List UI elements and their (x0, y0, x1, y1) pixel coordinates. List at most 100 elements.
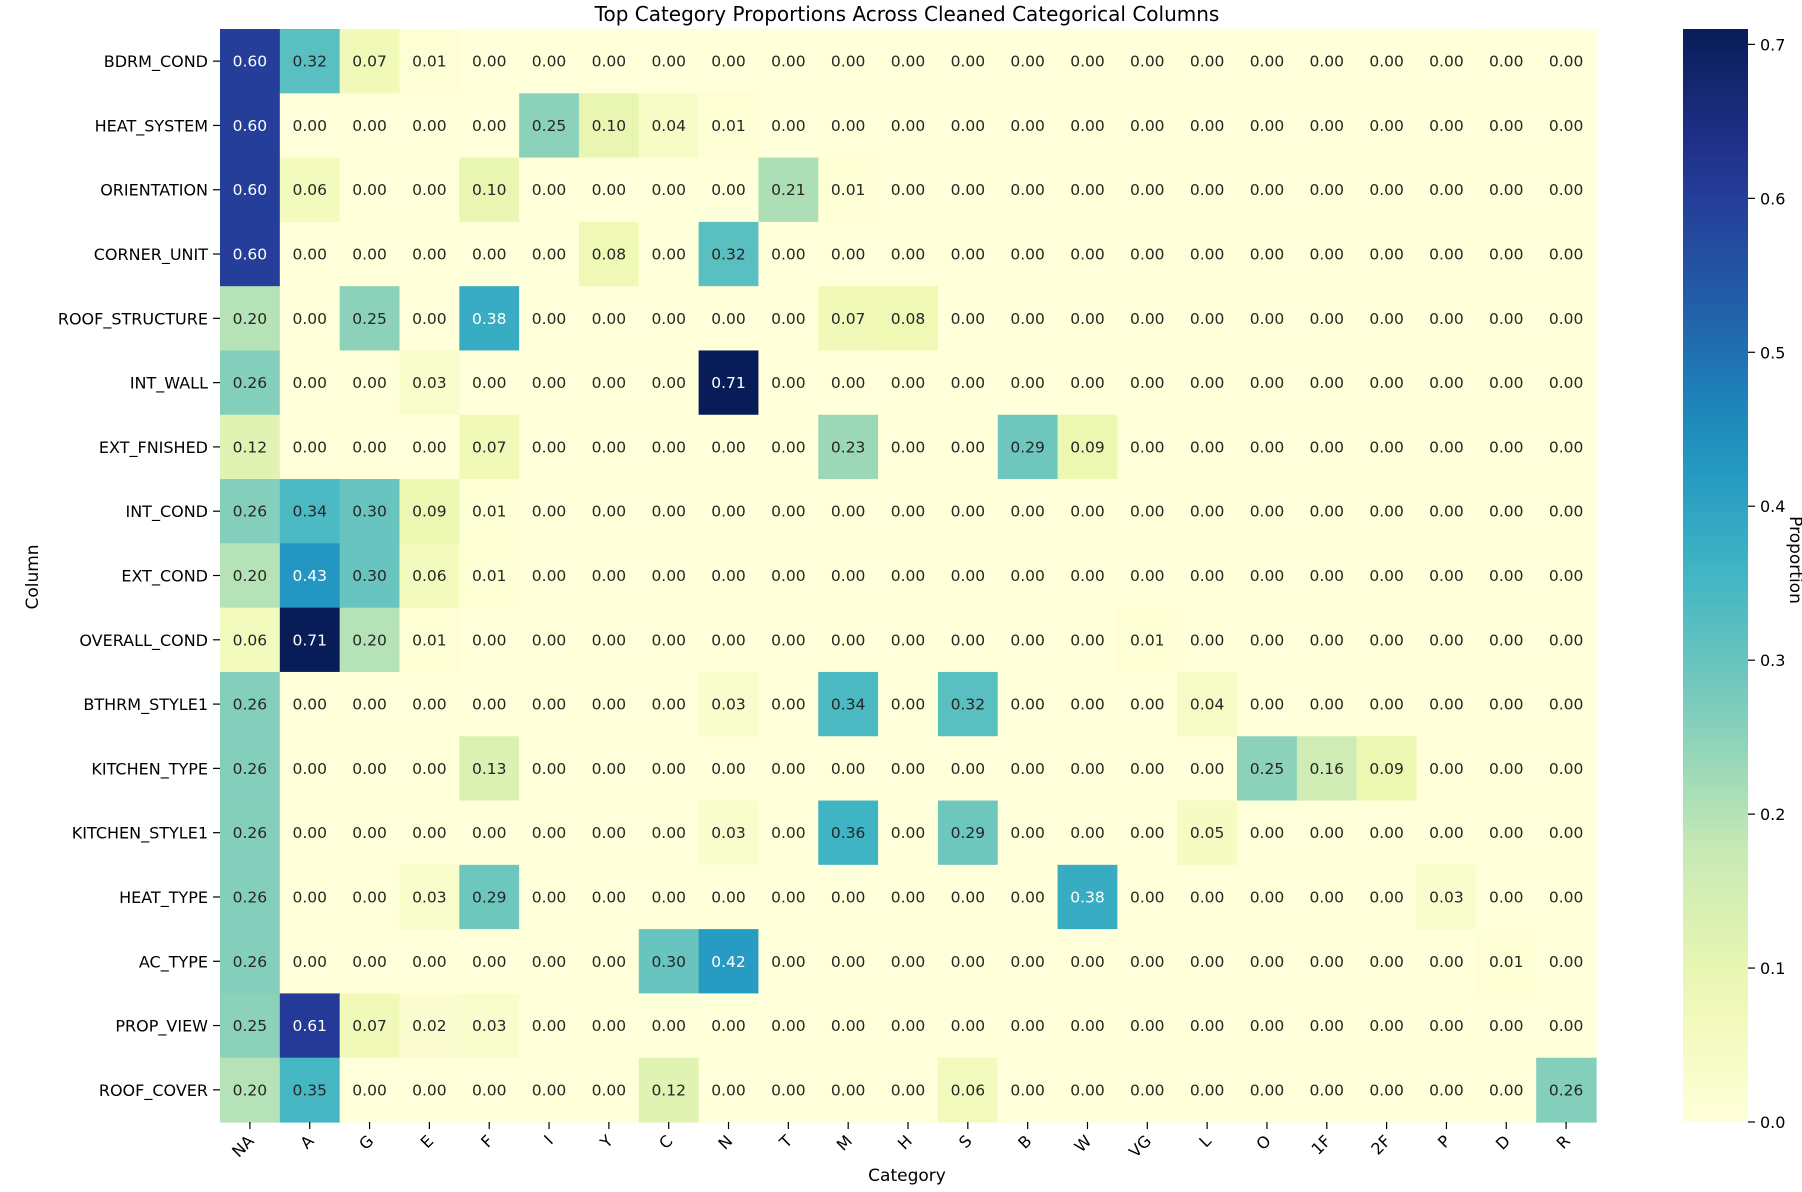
heatmap-cell (937, 929, 999, 995)
heatmap-cell (1416, 607, 1477, 673)
heatmap-cell (818, 671, 879, 737)
heatmap-cell (220, 479, 281, 544)
heatmap-cell (1117, 800, 1178, 866)
row-label: PROP_VIEW (115, 1017, 208, 1037)
heatmap-cell (1356, 993, 1418, 1059)
cell-value-label: 0.00 (1369, 888, 1404, 906)
heatmap-cell (279, 864, 341, 930)
heatmap-cell (758, 864, 819, 930)
heatmap-cell (1416, 29, 1477, 94)
cell-value-label: 0.00 (891, 760, 926, 778)
heatmap-cell (937, 607, 999, 673)
heatmap-cell (878, 414, 939, 480)
cell-value-label: 0.00 (1549, 824, 1584, 842)
cell-value-label: 0.03 (711, 824, 746, 842)
cell-value-label: 0.00 (951, 567, 986, 585)
heatmap-cell (1237, 671, 1298, 737)
cell-value-label: 0.00 (831, 1081, 866, 1099)
heatmap-cell (638, 864, 700, 930)
heatmap-cell (1237, 479, 1298, 544)
cell-value-label: 0.38 (472, 310, 507, 328)
heatmap-cell (1296, 800, 1358, 866)
cell-value-label: 0.71 (292, 631, 327, 649)
cell-value-label: 0.00 (1250, 824, 1285, 842)
heatmap-cell (1177, 800, 1238, 866)
cell-value-label: 0.00 (1549, 760, 1584, 778)
heatmap-cell (1057, 479, 1118, 544)
heatmap-cell (937, 864, 999, 930)
cell-value-label: 0.00 (592, 567, 627, 585)
cell-value-label: 0.60 (233, 246, 268, 264)
heatmap-cell (1416, 929, 1477, 995)
heatmap-cell (1057, 543, 1118, 609)
heatmap-cell (937, 221, 999, 287)
cell-value-label: 0.00 (651, 181, 686, 199)
cell-value-label: 0.00 (1070, 503, 1105, 521)
heatmap-cell (878, 29, 939, 94)
heatmap-cell (758, 286, 819, 352)
cell-value-label: 0.00 (1369, 631, 1404, 649)
heatmap-cell (997, 93, 1059, 159)
cell-value-label: 0.00 (711, 438, 746, 456)
cell-value-label: 0.00 (891, 888, 926, 906)
heatmap-cell (1476, 543, 1537, 609)
cell-value-label: 0.00 (711, 181, 746, 199)
cell-value-label: 0.00 (1489, 246, 1524, 264)
cell-value-label: 0.00 (1489, 824, 1524, 842)
cell-value-label: 0.00 (891, 696, 926, 714)
cell-value-label: 0.00 (472, 53, 507, 71)
heatmap-cell (997, 157, 1059, 223)
heatmap-cell (1416, 864, 1477, 930)
cell-value-label: 0.00 (1429, 567, 1464, 585)
colorbar-tick-label: 0.5 (1760, 343, 1785, 362)
heatmap-cell (339, 93, 401, 159)
cell-value-label: 0.00 (1130, 53, 1165, 71)
cell-value-label: 0.35 (292, 1081, 327, 1099)
cell-value-label: 0.00 (1130, 438, 1165, 456)
heatmap-cell (1177, 93, 1238, 159)
heatmap-cell (937, 800, 999, 866)
cell-value-label: 0.08 (891, 310, 926, 328)
cell-value-label: 0.00 (352, 246, 387, 264)
cell-value-label: 0.26 (233, 503, 268, 521)
cell-value-label: 0.00 (1010, 696, 1045, 714)
cell-value-label: 0.07 (352, 1017, 387, 1035)
heatmap-cell (339, 350, 401, 416)
heatmap-cell (1057, 671, 1118, 737)
cell-value-label: 0.00 (1010, 310, 1045, 328)
heatmap-cell (937, 286, 999, 352)
cell-value-label: 0.26 (233, 888, 268, 906)
cell-value-label: 0.00 (292, 310, 327, 328)
cell-value-label: 0.00 (711, 1081, 746, 1099)
heatmap-cell (459, 671, 520, 737)
cell-value-label: 0.00 (532, 631, 567, 649)
row-label: INT_WALL (130, 374, 208, 394)
cell-value-label: 0.00 (592, 696, 627, 714)
cell-value-label: 0.00 (1250, 310, 1285, 328)
heatmap-cell (878, 157, 939, 223)
cell-value-label: 0.00 (1310, 246, 1345, 264)
cell-value-label: 0.23 (831, 438, 866, 456)
cell-value-label: 0.00 (592, 310, 627, 328)
cell-value-label: 0.00 (1190, 117, 1225, 135)
heatmap-cell (1536, 1057, 1597, 1123)
heatmap-cell (758, 607, 819, 673)
cell-value-label: 0.25 (233, 1017, 268, 1035)
heatmap-cell (1296, 543, 1358, 609)
heatmap-cell (878, 1057, 939, 1123)
heatmap-cell (997, 479, 1059, 544)
cell-value-label: 0.00 (1130, 953, 1165, 971)
cell-value-label: 0.03 (412, 888, 447, 906)
cell-value-label: 0.01 (1489, 953, 1524, 971)
heatmap-cell (1356, 286, 1418, 352)
heatmap-cell (1356, 350, 1418, 416)
cell-value-label: 0.03 (472, 1017, 507, 1035)
heatmap-cell (279, 286, 341, 352)
heatmap-cell (459, 543, 520, 609)
cell-value-label: 0.00 (1489, 438, 1524, 456)
heatmap-cell (1476, 414, 1537, 480)
heatmap-cell (399, 414, 460, 480)
heatmap-cell (1416, 414, 1477, 480)
cell-value-label: 0.12 (233, 438, 268, 456)
